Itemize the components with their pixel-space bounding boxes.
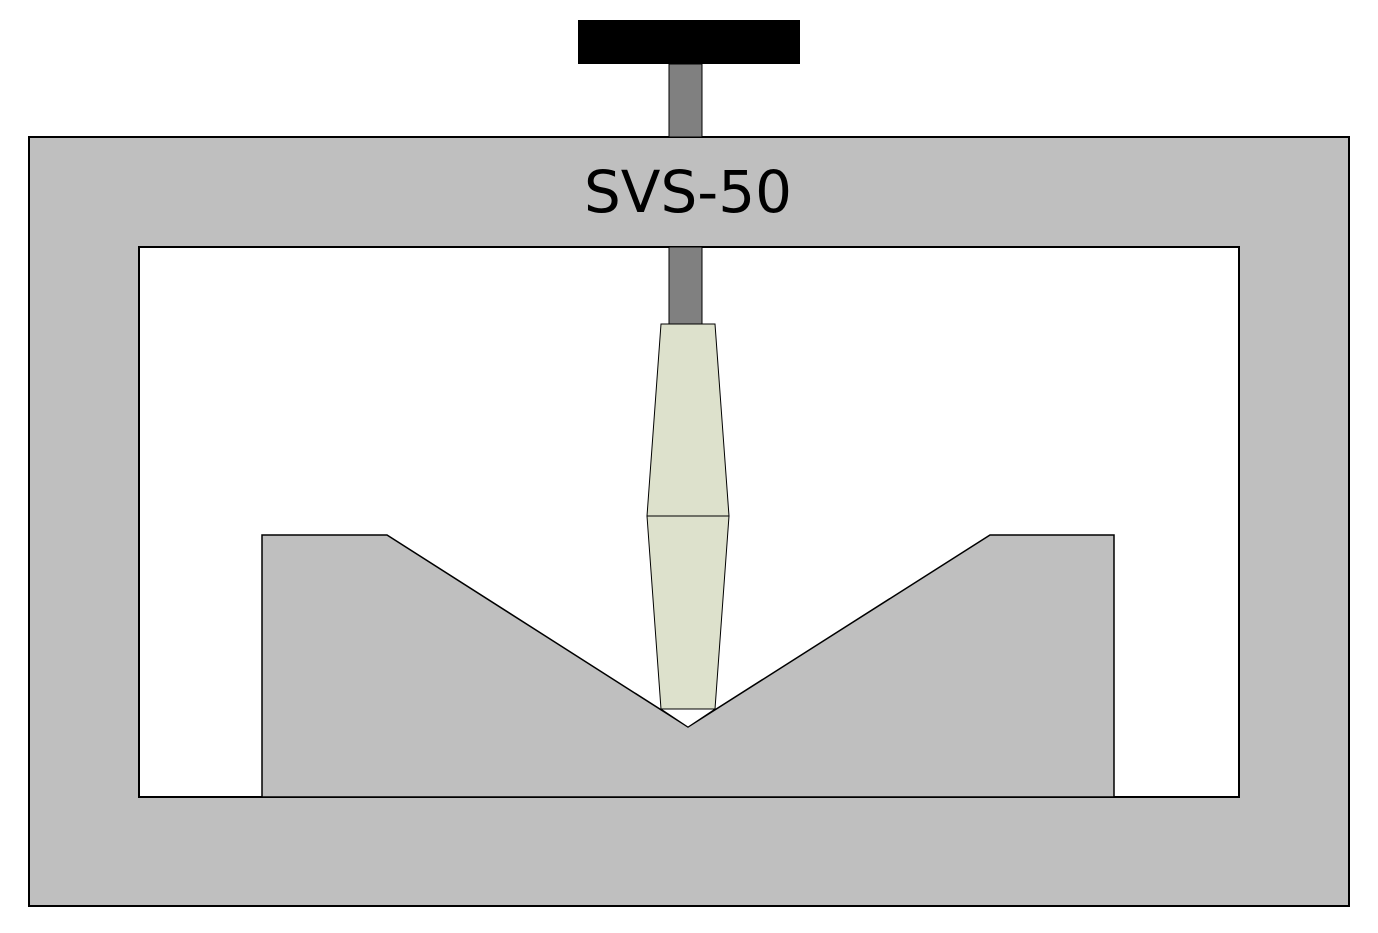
screw-rod-upper	[668, 63, 703, 138]
vise-frame	[28, 136, 1350, 907]
specimen-tip	[659, 708, 717, 728]
v-block	[261, 534, 1115, 798]
handle-bar[interactable]	[578, 20, 800, 64]
specimen-lower	[646, 515, 730, 710]
screw-rod-lower	[668, 246, 703, 325]
specimen-upper	[646, 323, 730, 517]
device-label: SVS-50	[584, 158, 792, 226]
